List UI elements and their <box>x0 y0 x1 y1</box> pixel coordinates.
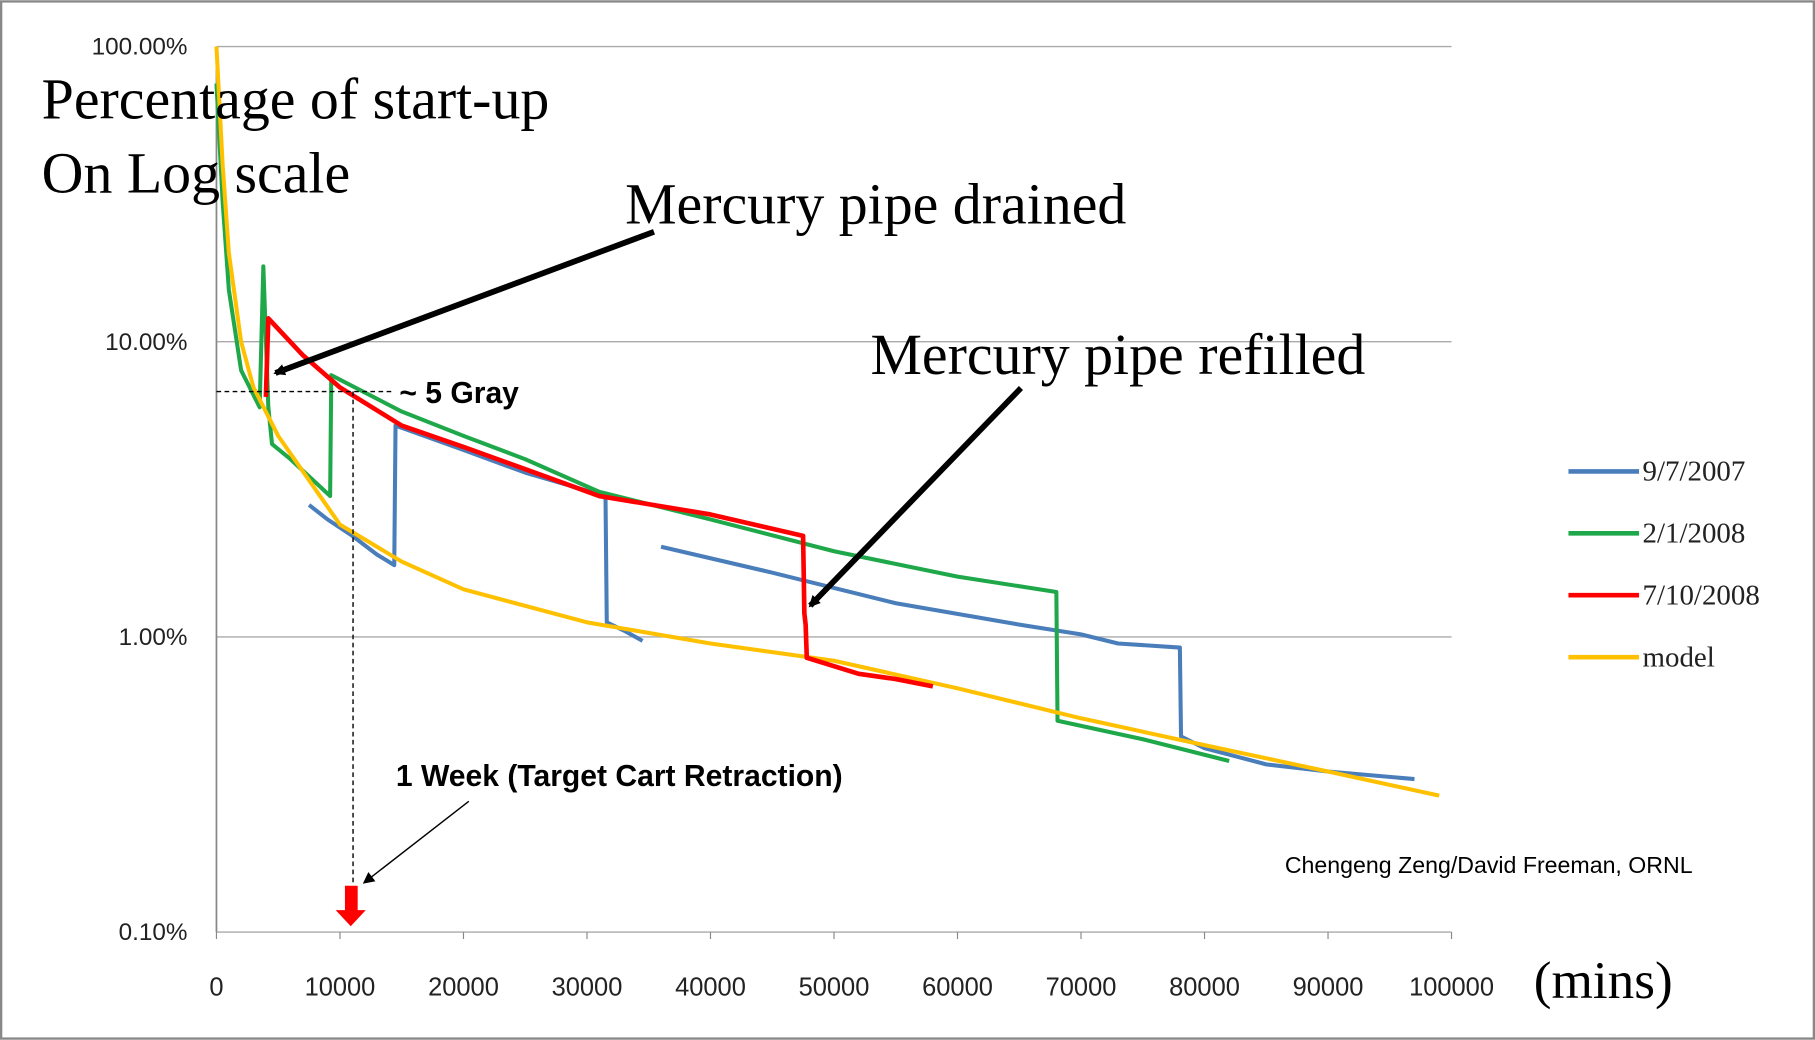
x-tick-label: 90000 <box>1293 974 1364 1002</box>
x-tick-label: 50000 <box>799 974 870 1002</box>
y-tick-label: 1.00% <box>119 624 188 651</box>
red-arrow <box>335 885 366 927</box>
legend-label: 7/10/2008 <box>1643 579 1760 611</box>
x-tick-label: 30000 <box>552 974 623 1002</box>
title: Percentage of start-up <box>42 66 550 131</box>
credit: Chengeng Zeng/David Freeman, ORNL <box>1285 852 1693 878</box>
x-tick-label: 10000 <box>305 974 376 1002</box>
x-tick-label: 80000 <box>1169 974 1240 1002</box>
legend-label: model <box>1643 641 1715 673</box>
subtitle: On Log scale <box>42 140 350 205</box>
y-tick-label: 100.00% <box>92 34 188 61</box>
series-line <box>214 83 1230 763</box>
x-tick-label: 70000 <box>1046 974 1117 1002</box>
legend-label: 9/7/2007 <box>1643 456 1746 488</box>
x-tick-label: 20000 <box>428 974 499 1002</box>
annotation: 1 Week (Target Cart Retraction) <box>396 760 843 793</box>
legend-label: 2/1/2008 <box>1643 518 1746 550</box>
arrow <box>362 800 470 884</box>
grid: 0.10% 1.00% 10.00% 100.00% 0 10000 20000 30000 4… <box>92 34 1494 1002</box>
x-tick-label: 0 <box>209 974 223 1002</box>
y-tick-label: 10.00% <box>105 329 187 356</box>
arrow <box>273 229 656 376</box>
annotation: ~ 5 Gray <box>399 377 519 410</box>
series-line <box>214 46 1440 798</box>
series-line <box>307 423 1415 782</box>
series-line <box>263 316 934 689</box>
lines <box>214 46 1440 798</box>
annotation: Mercury pipe refilled <box>870 322 1365 387</box>
x-tick-label: 100000 <box>1409 974 1494 1002</box>
annotation: Mercury pipe drained <box>625 172 1126 237</box>
x-tick-label: 40000 <box>675 974 746 1002</box>
y-tick-label: 0.10% <box>119 919 188 946</box>
x-axis-label: (mins) <box>1534 951 1673 1010</box>
arrow <box>808 386 1024 608</box>
x-tick-label: 60000 <box>922 974 993 1002</box>
